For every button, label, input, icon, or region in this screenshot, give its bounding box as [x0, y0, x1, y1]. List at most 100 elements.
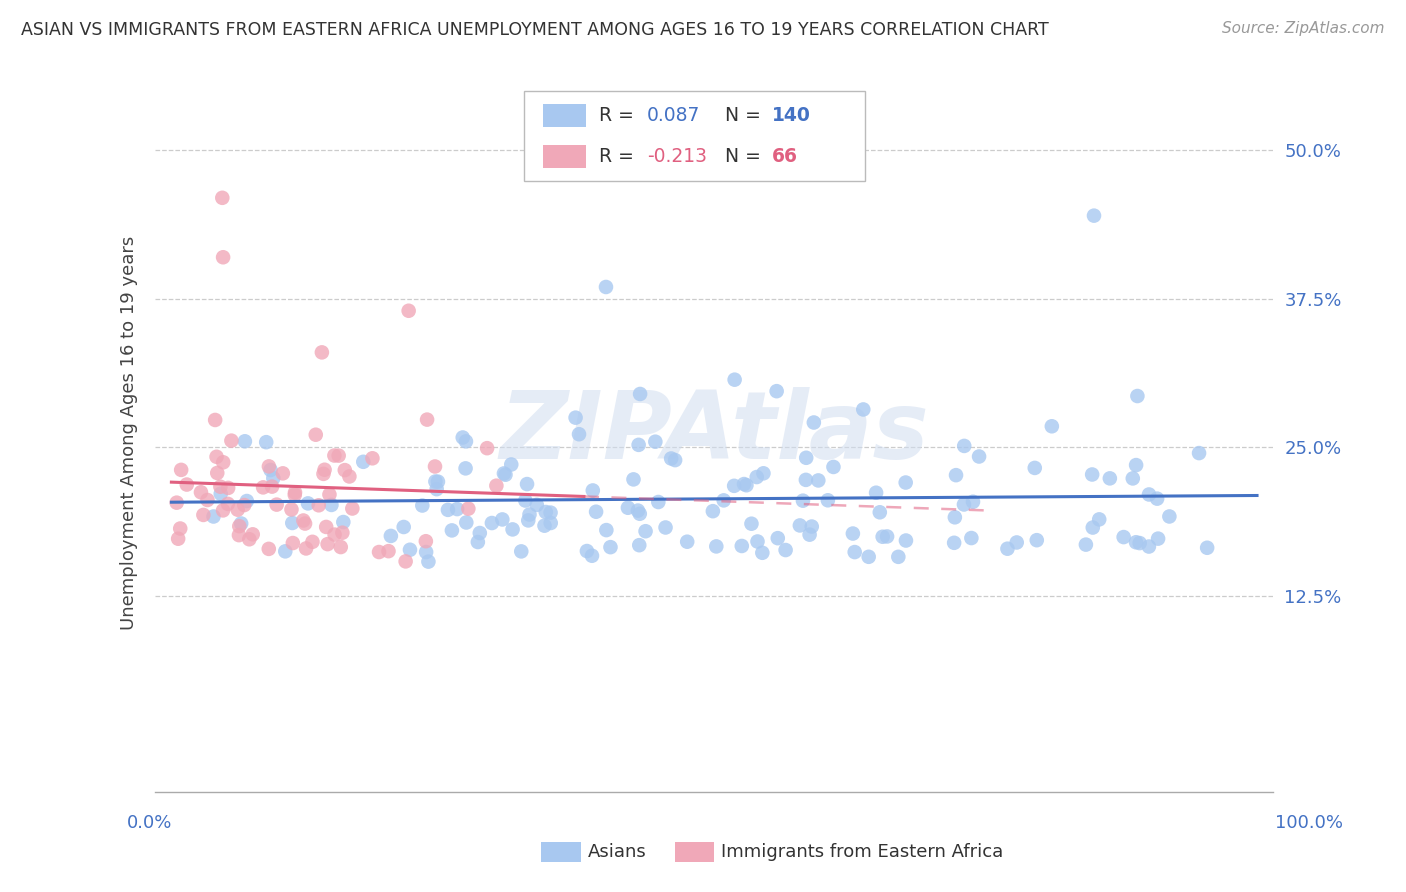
Point — [1005, 535, 1028, 549]
Point — [323, 527, 346, 541]
Point — [314, 463, 336, 477]
Point — [475, 441, 498, 455]
Point — [395, 554, 418, 568]
Point — [676, 534, 699, 549]
Point — [654, 520, 676, 534]
FancyBboxPatch shape — [524, 91, 865, 181]
Point — [329, 540, 352, 554]
Point — [775, 543, 797, 558]
Text: N =: N = — [725, 147, 768, 166]
Point — [1112, 530, 1135, 544]
Point — [485, 479, 508, 493]
Point — [1081, 467, 1104, 482]
Point — [945, 468, 967, 483]
Point — [211, 191, 233, 205]
Point — [399, 542, 422, 557]
Point — [281, 516, 304, 530]
Point — [943, 510, 966, 524]
Point — [328, 449, 350, 463]
Point — [437, 503, 460, 517]
Text: 66: 66 — [772, 147, 799, 166]
Point — [292, 514, 315, 528]
Point — [308, 498, 330, 512]
Point — [960, 531, 983, 545]
FancyBboxPatch shape — [543, 145, 586, 168]
Point — [823, 459, 845, 474]
Point — [294, 516, 316, 531]
Point — [724, 373, 747, 387]
Point — [1125, 458, 1147, 472]
Point — [1159, 509, 1181, 524]
Point — [799, 527, 821, 541]
Point — [301, 534, 323, 549]
Text: R =: R = — [599, 106, 640, 125]
Point — [1083, 209, 1105, 223]
Point — [740, 516, 762, 531]
Point — [311, 345, 333, 359]
Point — [257, 459, 280, 474]
Point — [751, 546, 773, 560]
Point — [454, 461, 477, 475]
Point — [204, 413, 226, 427]
Point — [1088, 512, 1111, 526]
Point — [502, 523, 524, 537]
Point — [332, 525, 354, 540]
Point — [202, 509, 225, 524]
Point — [451, 430, 474, 444]
Point — [207, 466, 229, 480]
Point — [568, 427, 591, 442]
Point — [540, 506, 562, 520]
Point — [515, 493, 537, 508]
Point — [803, 416, 825, 430]
Point — [844, 545, 866, 559]
Point — [644, 434, 666, 449]
Point — [575, 544, 598, 558]
Point — [257, 541, 280, 556]
Point — [352, 455, 374, 469]
Point — [318, 487, 340, 501]
Point — [295, 541, 318, 556]
Point — [510, 544, 533, 558]
Point — [259, 463, 281, 477]
Point — [454, 434, 477, 449]
Point — [792, 493, 814, 508]
Point — [852, 402, 875, 417]
Point — [1129, 536, 1152, 550]
Point — [495, 467, 517, 482]
Point — [425, 475, 447, 489]
Point — [953, 498, 976, 512]
Point — [1125, 535, 1147, 549]
Point — [190, 485, 212, 500]
Point — [457, 501, 479, 516]
Point — [392, 520, 415, 534]
Point — [233, 434, 256, 449]
Point — [167, 532, 190, 546]
Point — [800, 519, 823, 533]
Point — [627, 438, 650, 452]
Point — [627, 503, 650, 517]
Point — [585, 505, 607, 519]
Point — [217, 481, 239, 495]
Point — [305, 427, 328, 442]
Point — [664, 453, 686, 467]
Point — [312, 467, 335, 481]
Point — [481, 516, 503, 530]
Point — [581, 549, 603, 563]
Point — [540, 516, 562, 530]
Point — [865, 485, 887, 500]
Point — [361, 451, 384, 466]
Point — [169, 522, 191, 536]
Point — [967, 450, 990, 464]
Point — [501, 458, 523, 472]
Point — [876, 529, 898, 543]
Point — [872, 530, 894, 544]
Point — [233, 498, 256, 512]
Point — [794, 473, 817, 487]
Point — [534, 505, 557, 519]
Point — [456, 516, 478, 530]
Point — [440, 524, 463, 538]
Point — [252, 480, 274, 494]
Point — [1081, 520, 1104, 534]
Point — [228, 519, 250, 533]
Point — [628, 387, 651, 401]
